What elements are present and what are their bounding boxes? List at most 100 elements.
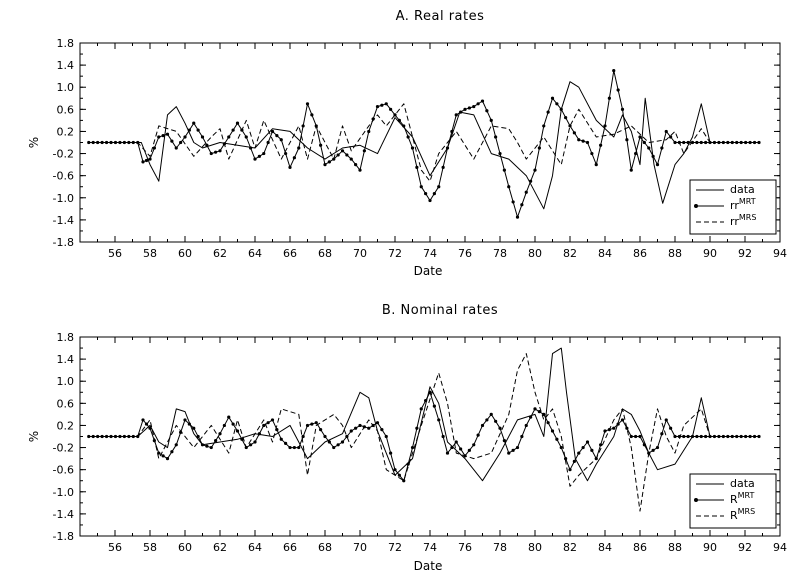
series-point xyxy=(362,149,366,153)
x-tick-label: 82 xyxy=(563,541,577,554)
series-point xyxy=(305,102,310,106)
series-point xyxy=(87,140,91,145)
series-line xyxy=(88,103,759,182)
series-point xyxy=(170,450,174,454)
series-point xyxy=(288,445,292,450)
series-point xyxy=(279,138,283,142)
series-point xyxy=(502,439,506,443)
series-point xyxy=(695,140,699,145)
x-tick-label: 84 xyxy=(598,247,612,260)
series-point xyxy=(441,165,445,169)
series-point xyxy=(450,445,454,450)
legend-label: rrMRT xyxy=(730,197,756,212)
series-point xyxy=(297,445,301,450)
series-point xyxy=(249,146,253,150)
x-tick-label: 74 xyxy=(423,541,437,554)
x-tick-label: 58 xyxy=(143,247,157,260)
x-tick-label: 62 xyxy=(213,541,227,554)
x-axis-label: Date xyxy=(414,559,443,573)
series-point xyxy=(235,121,240,125)
series-point xyxy=(161,454,165,458)
series-point xyxy=(424,192,428,196)
series-point xyxy=(253,157,257,161)
x-tick-label: 72 xyxy=(388,541,402,554)
series-point xyxy=(410,445,415,450)
series-point xyxy=(744,434,748,439)
series-point xyxy=(515,445,520,450)
series-point xyxy=(354,163,358,167)
series-point xyxy=(200,135,205,139)
series-point xyxy=(476,433,480,437)
y-tick-label: 1.4 xyxy=(57,59,75,72)
series-point xyxy=(279,437,283,441)
series-point xyxy=(638,434,642,439)
series-point xyxy=(489,118,493,122)
x-tick-label: 70 xyxy=(353,541,367,554)
y-tick-label: 1.8 xyxy=(57,331,75,344)
series-point xyxy=(428,390,432,394)
series-point xyxy=(629,168,633,172)
series-point xyxy=(533,407,537,411)
x-axis-label: Date xyxy=(414,264,443,278)
series-point xyxy=(555,437,559,441)
series-point xyxy=(603,429,607,433)
series-point xyxy=(498,151,502,156)
x-tick-label: 76 xyxy=(458,541,472,554)
series-point xyxy=(205,444,209,448)
series-point xyxy=(257,432,261,436)
series-point xyxy=(612,426,616,430)
y-tick-label: -0.6 xyxy=(53,170,74,183)
chart-panel-0: A. Real rates 1.8 1.4 1.0 0.6 0.2 -0.2 -0.6 -1.0… xyxy=(27,9,787,278)
series-point xyxy=(620,418,625,422)
series-point xyxy=(585,440,590,444)
series-point xyxy=(284,151,288,156)
series-point xyxy=(196,434,200,439)
series-point xyxy=(109,434,113,439)
series-point xyxy=(358,423,362,428)
series-point xyxy=(542,412,546,416)
series-point xyxy=(577,451,581,455)
series-point xyxy=(441,434,445,439)
series-point xyxy=(332,445,336,450)
series-point xyxy=(375,421,380,425)
series-point xyxy=(389,107,393,111)
series-line xyxy=(88,347,759,482)
series-point xyxy=(564,116,568,120)
series-point xyxy=(227,135,231,139)
series-point xyxy=(673,140,677,145)
y-tick-label: -0.6 xyxy=(53,464,74,477)
x-tick-label: 88 xyxy=(668,247,682,260)
series-point xyxy=(616,422,620,426)
series-point xyxy=(445,451,450,455)
chart-panel-1: B. Nominal rates 1.8 1.4 1.0 0.6 0.2 -0.2 -0.6 -… xyxy=(27,303,787,573)
x-tick-label: 56 xyxy=(108,247,122,260)
series-point xyxy=(647,146,651,150)
series-point xyxy=(699,140,703,145)
series-point xyxy=(599,143,603,147)
series-point xyxy=(218,149,222,153)
series-point xyxy=(690,434,695,439)
series-point xyxy=(301,434,305,439)
x-tick-label: 60 xyxy=(178,541,192,554)
series-point xyxy=(572,131,576,135)
series-point xyxy=(511,200,515,204)
series-line xyxy=(88,353,759,512)
series-point xyxy=(638,135,642,139)
series-point xyxy=(651,448,655,452)
series-point xyxy=(402,479,406,483)
series-point xyxy=(467,106,471,110)
series-point xyxy=(174,443,178,447)
series-point xyxy=(634,151,638,156)
series-point xyxy=(214,150,218,154)
series-point xyxy=(179,140,183,145)
y-tick-label: -1.8 xyxy=(53,236,74,249)
series-point xyxy=(249,443,253,447)
x-tick-label: 78 xyxy=(493,247,507,260)
series-point xyxy=(533,168,537,172)
series-point xyxy=(590,151,594,156)
series-point xyxy=(642,140,646,145)
series-point xyxy=(437,185,441,189)
series-point xyxy=(524,423,528,428)
series-point xyxy=(266,421,270,425)
y-tick-label: 0.2 xyxy=(57,419,75,432)
